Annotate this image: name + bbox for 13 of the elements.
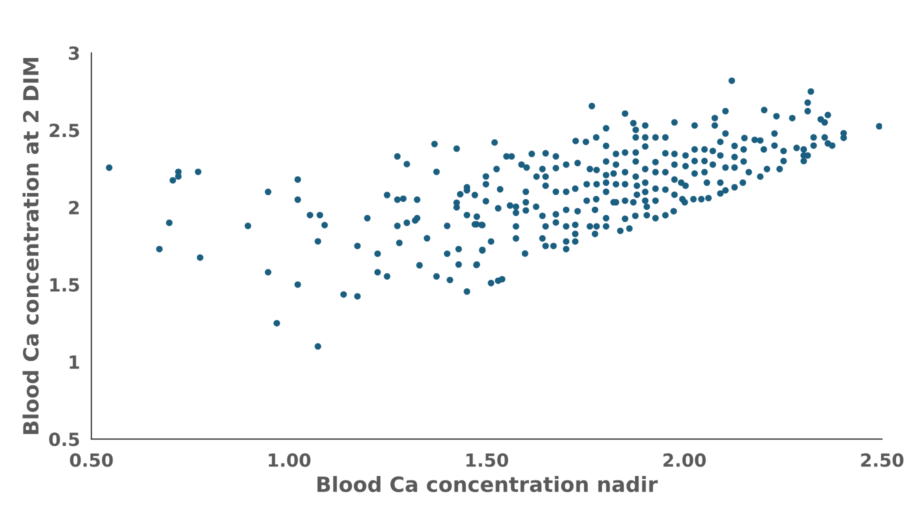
y-tick-label: 2.5 xyxy=(50,124,80,138)
y-tick-label: 0.5 xyxy=(49,432,80,446)
x-tick-label: 1.50 xyxy=(466,453,508,467)
y-axis-title: Blood Ca concentration at 2 DIM xyxy=(22,58,39,434)
y-tick-label: 2 xyxy=(69,200,79,214)
x-tick-label: 0.50 xyxy=(70,453,113,467)
x-tick-label: 2.50 xyxy=(861,453,904,467)
x-axis-title: Blood Ca concentration nadir xyxy=(318,476,658,492)
y-tick-label: 3 xyxy=(68,46,79,60)
y-tick-label: 1.5 xyxy=(50,278,80,292)
x-tick-label: 1.00 xyxy=(268,453,310,467)
y-tick-label: 1 xyxy=(70,356,80,369)
x-tick-label: 2.00 xyxy=(664,453,706,467)
